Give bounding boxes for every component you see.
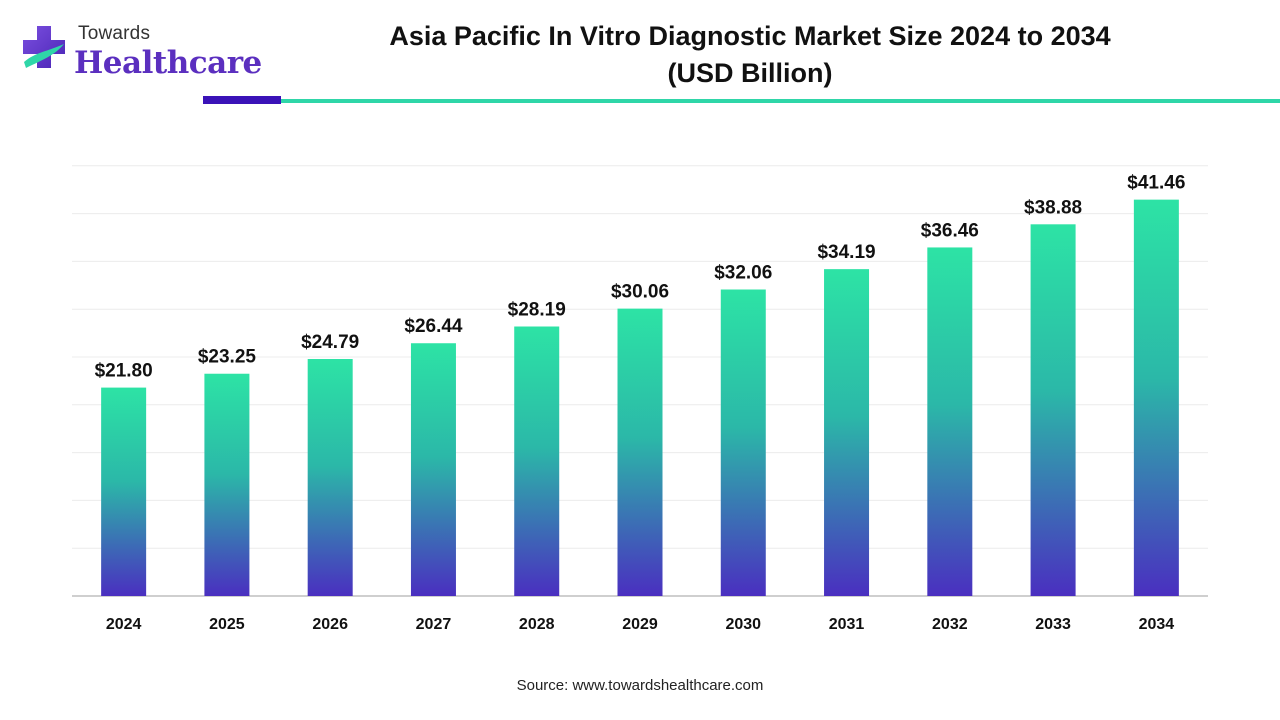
bar-2030 xyxy=(720,289,766,596)
x-tick-2029: 2029 xyxy=(622,616,658,633)
value-label-2033: $38.88 xyxy=(1024,197,1082,218)
bar-2027 xyxy=(410,343,456,596)
value-label-2034: $41.46 xyxy=(1127,173,1185,194)
x-tick-2031: 2031 xyxy=(829,616,865,633)
x-tick-2033: 2033 xyxy=(1035,616,1071,633)
medical-cross-icon xyxy=(23,26,65,68)
x-tick-2030: 2030 xyxy=(725,616,761,633)
value-label-2027: $26.44 xyxy=(404,316,463,337)
x-tick-2032: 2032 xyxy=(932,616,968,633)
value-label-2032: $36.46 xyxy=(921,220,979,241)
x-tick-2024: 2024 xyxy=(106,616,142,633)
chart-title: Asia Pacific In Vitro Diagnostic Market … xyxy=(300,18,1200,92)
header-rule-accent xyxy=(203,96,281,104)
value-label-2025: $23.25 xyxy=(198,347,257,368)
brand-logo: Towards Healthcare xyxy=(20,22,262,82)
bar-2031 xyxy=(824,269,870,596)
chart-title-line1: Asia Pacific In Vitro Diagnostic Market … xyxy=(389,21,1111,51)
value-label-2024: $21.80 xyxy=(95,361,153,382)
value-label-2026: $24.79 xyxy=(301,332,359,353)
header-rule xyxy=(281,99,1280,103)
chart-title-line2: (USD Billion) xyxy=(667,58,833,88)
bar-2034 xyxy=(1133,199,1179,596)
source-note: Source: www.towardshealthcare.com xyxy=(516,677,764,694)
bar-2029 xyxy=(617,308,663,596)
x-tick-2025: 2025 xyxy=(209,616,245,633)
value-labels: $21.80 $23.25 $24.79 $26.44 $28.19 $30.06 $32.… xyxy=(95,173,1186,382)
x-tick-labels: 2024 2025 2026 2027 2028 2029 2030 2031 2032 2033… xyxy=(106,616,1174,633)
value-label-2031: $34.19 xyxy=(817,242,875,263)
bar-2028 xyxy=(514,326,560,596)
bar-2033 xyxy=(1030,224,1076,597)
bar-2026 xyxy=(307,359,353,596)
value-label-2030: $32.06 xyxy=(714,263,772,284)
bar-2024 xyxy=(101,387,147,596)
x-tick-2034: 2034 xyxy=(1139,616,1175,633)
x-tick-2027: 2027 xyxy=(416,616,452,633)
brand-name-top: Towards xyxy=(78,23,151,44)
x-tick-2028: 2028 xyxy=(519,616,555,633)
value-label-2028: $28.19 xyxy=(508,300,566,321)
bars xyxy=(101,199,1179,597)
bar-2032 xyxy=(927,247,973,597)
x-tick-2026: 2026 xyxy=(312,616,348,633)
bar-2025 xyxy=(204,373,250,596)
brand-name-bottom: Healthcare xyxy=(74,45,262,81)
value-label-2029: $30.06 xyxy=(611,282,669,303)
